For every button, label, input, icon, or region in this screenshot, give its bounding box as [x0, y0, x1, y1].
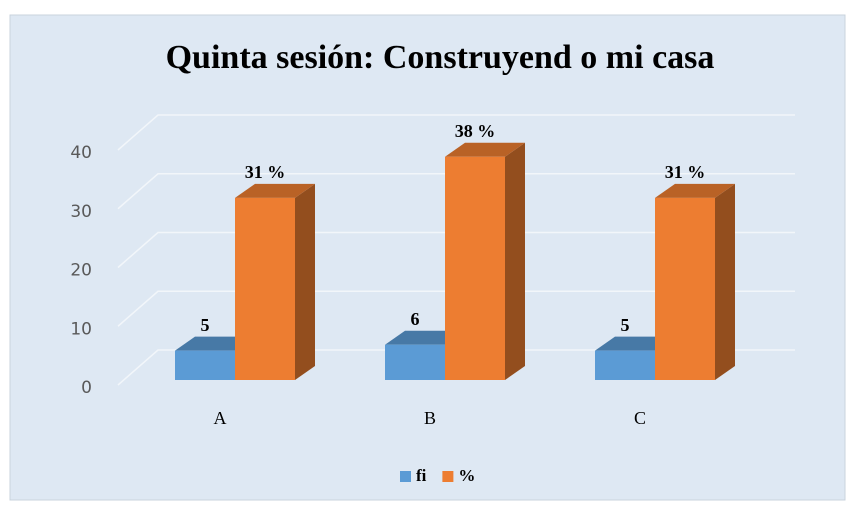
bar: [655, 183, 735, 380]
bar-top: [235, 183, 315, 198]
bar-top: [445, 142, 525, 157]
bar-side: [505, 142, 525, 380]
y-tick-label: 10: [70, 319, 92, 339]
bar-top: [655, 183, 735, 198]
data-label: 5: [621, 315, 630, 335]
bar-front: [175, 350, 235, 380]
legend-swatch: [400, 471, 411, 482]
grid-line: [117, 349, 795, 386]
bar: [445, 142, 525, 380]
bar-side: [295, 183, 315, 380]
y-tick-label: 40: [70, 143, 92, 163]
data-label: 6: [411, 309, 420, 329]
data-label: 31 %: [665, 162, 706, 182]
legend-label: %: [458, 466, 475, 485]
bar-front: [595, 350, 655, 380]
grid-line: [117, 290, 795, 327]
chart-title: Quinta sesión: Construyend o mi casa: [166, 39, 715, 76]
grid-line: [117, 231, 795, 269]
bar: [235, 183, 315, 380]
bar-front: [655, 197, 715, 380]
data-label: 31 %: [245, 162, 286, 182]
bar-front: [235, 197, 295, 380]
grid-line: [117, 173, 795, 210]
data-label: 38 %: [455, 121, 496, 141]
grid-line: [117, 114, 795, 151]
bar-side: [715, 183, 735, 380]
x-tick-label: C: [634, 408, 646, 428]
x-tick-label: B: [424, 408, 436, 428]
bar-front: [445, 156, 505, 380]
legend-label: fi: [416, 466, 427, 485]
bar-front: [385, 344, 445, 380]
data-label: 5: [201, 315, 210, 335]
y-tick-label: 0: [81, 378, 92, 398]
x-tick-label: A: [214, 408, 227, 428]
y-tick-label: 30: [70, 202, 92, 222]
y-tick-label: 20: [70, 261, 92, 281]
legend-swatch: [442, 471, 454, 482]
